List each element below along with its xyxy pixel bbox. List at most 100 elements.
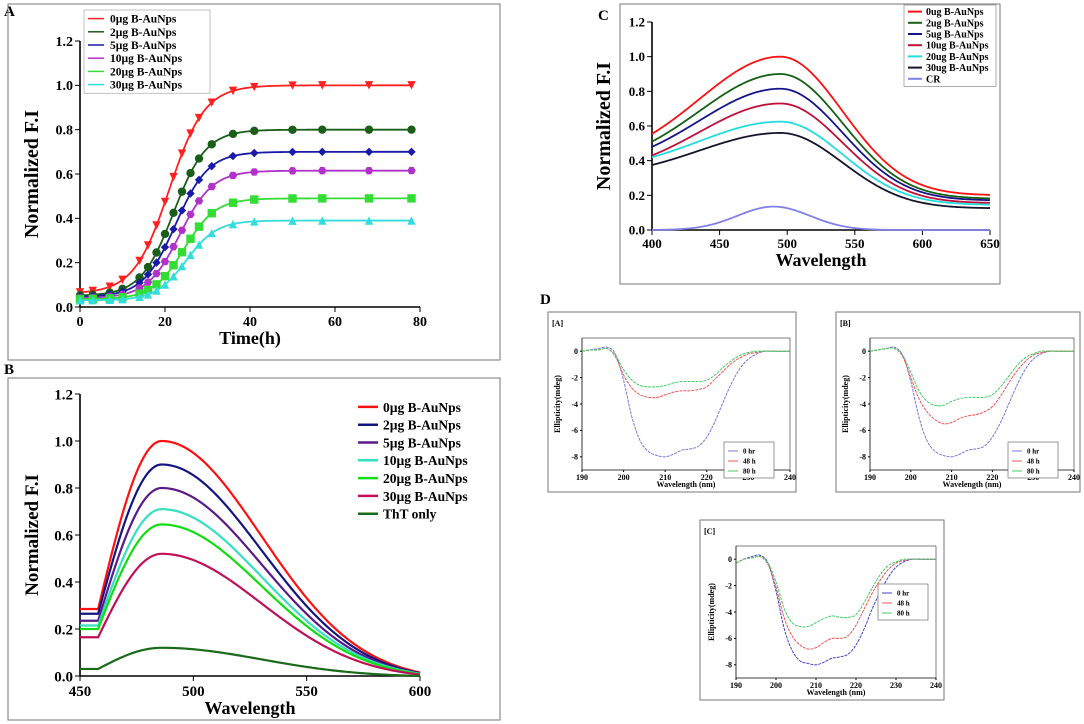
data-point <box>364 147 374 157</box>
panel-b-frame <box>7 377 501 721</box>
fit-line <box>79 150 412 298</box>
x-tick-label: 210 <box>659 473 671 482</box>
x-tick-label: 230 <box>890 681 902 690</box>
data-point <box>318 125 327 134</box>
x-tick-label: 20 <box>158 315 172 330</box>
panel-label-d: D <box>540 292 551 308</box>
data-point <box>407 147 416 157</box>
legend-label: 5µg B-AuNps <box>110 40 177 52</box>
y-tick-label: 0 <box>728 555 732 564</box>
x-tick-label: 200 <box>618 473 630 482</box>
y-tick-label: 0.6 <box>54 528 73 544</box>
legend-label: 80 h <box>897 610 910 618</box>
chart-panel-b: 450 500 550 600 0.0 0.2 0.4 0.6 0.8 1.0 1.2 Wavelen… <box>22 387 468 718</box>
y-tick-label: 0 <box>862 347 866 356</box>
series-line-30-g-b-aunps <box>80 552 421 676</box>
data-point <box>194 154 204 163</box>
y-tick-label: 1.0 <box>54 434 73 450</box>
legend-box <box>83 9 211 94</box>
x-tick-label: 240 <box>784 473 796 482</box>
legend-label: 48 h <box>897 600 910 608</box>
y-tick-label: -6 <box>725 634 732 643</box>
data-point <box>186 168 195 178</box>
x-tick-label: 0 <box>77 315 84 330</box>
data-point <box>135 256 144 266</box>
legend-label: 2µg B-AuNps <box>383 418 461 433</box>
y-tick-label: -4 <box>571 400 578 409</box>
legend-box <box>1007 441 1059 479</box>
data-point <box>318 216 327 225</box>
x-tick-label: 200 <box>770 681 782 690</box>
data-point <box>75 296 85 305</box>
y-axis-title: Normalized F.I <box>21 110 43 238</box>
data-point <box>152 269 161 278</box>
subpanel-tag: [A] <box>552 319 563 328</box>
x-axis-title: Time(h) <box>219 328 281 349</box>
data-point <box>228 219 238 229</box>
legend-label: 0 hr <box>743 448 755 456</box>
data-point <box>118 275 127 285</box>
panel-c-frame <box>619 3 1001 285</box>
series-line-0-hr <box>869 346 1074 458</box>
y-axis-title: Ellipticity(mdeg) <box>553 375 562 433</box>
legend-label: CR <box>926 74 941 85</box>
x-tick-label: 600 <box>409 684 432 700</box>
data-point <box>177 149 187 158</box>
series-line-cr <box>651 205 990 231</box>
y-tick-label: -6 <box>571 426 578 435</box>
data-point <box>186 189 195 198</box>
data-point <box>160 243 170 252</box>
data-point <box>250 82 259 92</box>
data-point <box>177 226 187 234</box>
series-line-tht-only <box>80 646 421 678</box>
x-tick-label: 500 <box>182 684 205 700</box>
data-point <box>152 286 161 295</box>
data-point <box>364 216 374 225</box>
y-tick-label: 1.0 <box>56 79 74 94</box>
x-axis-title: Wavelength <box>204 698 295 718</box>
data-point <box>152 221 161 230</box>
data-point <box>207 228 216 238</box>
panel-label-a: A <box>4 4 15 20</box>
fit-line <box>79 128 412 297</box>
data-point <box>135 292 144 302</box>
fit-line <box>79 169 412 299</box>
data-point <box>228 129 238 139</box>
data-point <box>177 187 187 196</box>
data-point <box>364 167 374 175</box>
data-point <box>407 167 416 175</box>
data-point <box>143 290 153 299</box>
y-tick-label: -8 <box>571 453 578 462</box>
x-tick-label: 650 <box>980 236 1000 251</box>
data-point <box>207 140 216 149</box>
fit-line <box>79 84 412 294</box>
y-tick-label: -2 <box>571 373 578 382</box>
legend-label: 2ug B-AuNps <box>926 18 984 29</box>
x-tick-label: 220 <box>701 473 713 482</box>
series-line-48-h <box>869 347 1074 425</box>
data-point <box>169 261 178 270</box>
y-tick-label: 0.8 <box>629 84 646 99</box>
x-tick-label: 200 <box>905 473 917 482</box>
data-point <box>160 257 170 266</box>
subpanel-tag: [C] <box>704 527 715 536</box>
y-tick-label: 0.4 <box>54 575 73 591</box>
legend-label: 20ug B-AuNps <box>926 52 989 63</box>
data-point <box>207 182 216 191</box>
chart-panel-d-c: 190 200 210 220 230 240 0 -2 -4 -6 -8 Wavelength (n… <box>704 527 942 697</box>
data-point <box>250 195 259 204</box>
legend-label: 10µg B-AuNps <box>110 53 183 65</box>
data-point <box>207 161 216 171</box>
data-point <box>194 175 204 185</box>
y-tick-label: 0.2 <box>629 188 645 203</box>
y-axis-title: Ellipticity(mdeg) <box>707 583 716 641</box>
data-point <box>194 113 204 123</box>
series-line-80-h <box>735 555 936 628</box>
legend-label: 5ug B-AuNps <box>926 30 984 41</box>
data-point <box>207 98 216 107</box>
data-point <box>288 194 297 203</box>
data-point <box>288 147 297 157</box>
legend-label: 0µg B-AuNps <box>110 14 177 26</box>
